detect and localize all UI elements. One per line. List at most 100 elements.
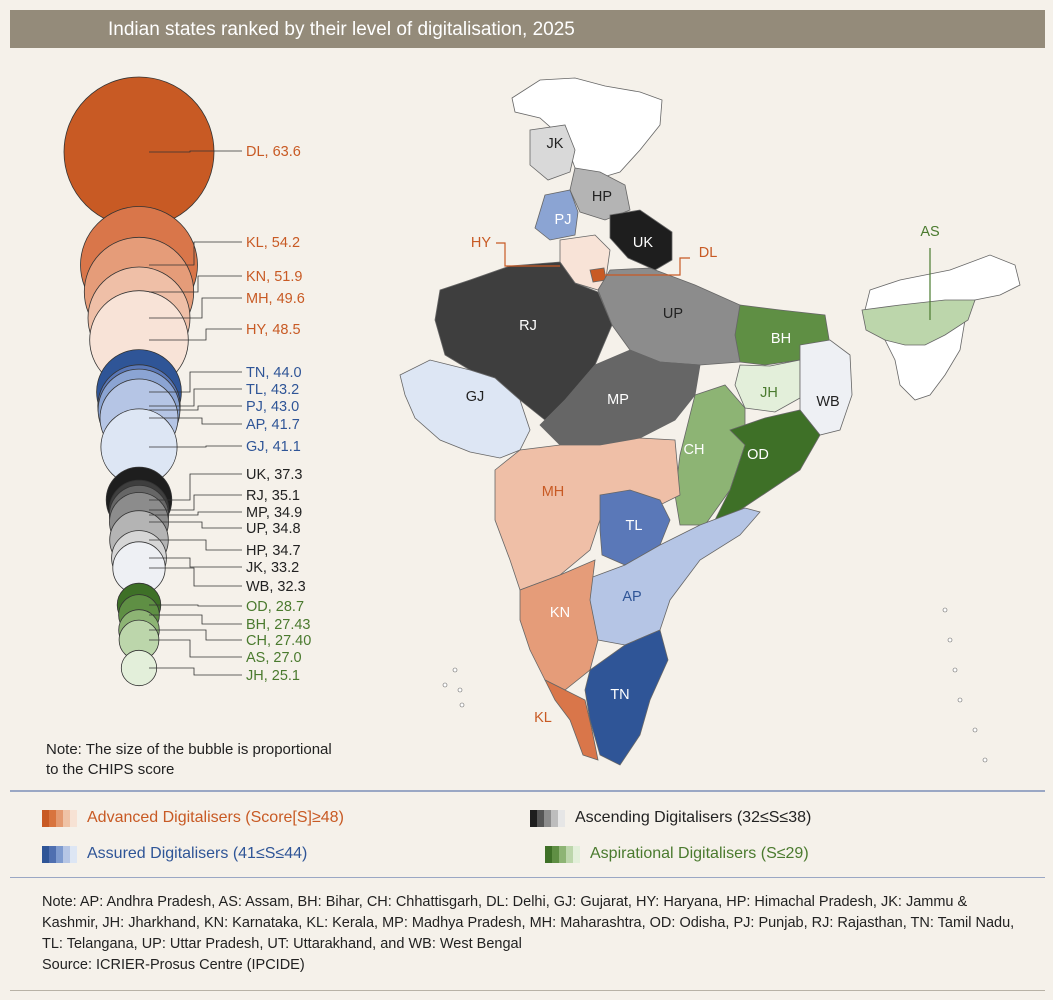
legend-aspirational-shade-3 xyxy=(566,845,573,863)
bubble-label-hp: HP, 34.7 xyxy=(246,543,301,559)
leader-line-tl xyxy=(149,388,242,407)
legend-aspirational-shade-2 xyxy=(559,845,566,863)
leader-line-pj xyxy=(149,405,242,411)
map-region-pj xyxy=(534,189,579,241)
island-3 xyxy=(459,702,465,708)
legend-advanced-swatch xyxy=(42,809,77,827)
map-region-jk xyxy=(529,124,576,181)
bubble-label-gj: GJ, 41.1 xyxy=(246,439,301,455)
map-label-hp: HP xyxy=(592,189,612,205)
india-map: JK HP PJ UK HY DL RJ UP AS BH GJ MP JH WB CH OD MH TL AP KN… xyxy=(399,77,1021,766)
title-bar: Indian states ranked by their level of d… xyxy=(10,10,1045,48)
map-region-la xyxy=(511,77,663,179)
map-region-tn xyxy=(584,629,669,766)
bubble-label-tn: TN, 44.0 xyxy=(246,365,302,381)
bubble-label-rj: RJ, 35.1 xyxy=(246,488,300,504)
map-region-ap xyxy=(584,507,761,646)
footnote-abbreviations: Note: AP: Andhra Pradesh, AS: Assam, BH:… xyxy=(42,894,1015,952)
map-label-jk: JK xyxy=(547,136,564,152)
leader-line-jk xyxy=(149,557,242,568)
legend-assured: Assured Digitalisers (41≤S≤44) xyxy=(42,845,307,863)
legend-aspirational-shade-1 xyxy=(552,845,559,863)
map-label-kn: KN xyxy=(550,605,570,621)
map-callout-0 xyxy=(496,242,560,267)
legend-assured-shade-2 xyxy=(56,845,63,863)
leader-line-mp xyxy=(149,511,242,516)
map-label-ch: CH xyxy=(684,442,705,458)
island-7 xyxy=(972,727,978,733)
leader-line-ap xyxy=(149,417,242,425)
legend-aspirational-swatch xyxy=(545,845,580,863)
divider-bottom xyxy=(10,990,1045,991)
map-label-up: UP xyxy=(663,306,683,322)
legend-assured-swatch xyxy=(42,845,77,863)
bubble-label-pj: PJ, 43.0 xyxy=(246,399,299,415)
island-0 xyxy=(452,667,458,673)
map-label-bh: BH xyxy=(771,331,791,347)
map-label-jh: JH xyxy=(760,385,778,401)
legend-aspirational-shade-4 xyxy=(573,845,580,863)
bubble-label-kl: KL, 54.2 xyxy=(246,235,300,251)
legend-aspirational: Aspirational Digitalisers (S≤29) xyxy=(545,845,809,863)
legend-advanced-shade-3 xyxy=(63,809,70,827)
map-region-kl xyxy=(544,679,599,761)
legend-advanced-shade-0 xyxy=(42,809,49,827)
leader-line-kl xyxy=(149,241,242,266)
legend-assured-shade-4 xyxy=(70,845,77,863)
map-label-pj: PJ xyxy=(555,212,572,228)
map-label-tl: TL xyxy=(626,518,643,534)
leader-line-mh xyxy=(149,297,242,319)
leader-line-kn xyxy=(149,275,242,293)
bubble-size-note: Note: The size of the bubble is proporti… xyxy=(46,741,332,778)
bubble-label-dl: DL, 63.6 xyxy=(246,144,301,160)
legend-advanced-shade-2 xyxy=(56,809,63,827)
divider-top xyxy=(10,790,1045,792)
map-label-gj: GJ xyxy=(466,389,485,405)
leader-line-up xyxy=(149,521,242,529)
map-label-tn: TN xyxy=(610,687,629,703)
leader-line-dl xyxy=(149,150,242,153)
map-label-uk: UK xyxy=(633,235,653,251)
legend-assured-label: Assured Digitalisers (41≤S≤44) xyxy=(87,845,308,862)
leader-line-tn xyxy=(149,371,242,393)
leader-line-bh xyxy=(149,614,242,625)
map-label-ap: AP xyxy=(622,589,641,605)
map-label-od: OD xyxy=(747,447,769,463)
island-1 xyxy=(457,687,463,693)
legend-advanced-shade-1 xyxy=(49,809,56,827)
bubble-label-bh: BH, 27.43 xyxy=(246,617,311,633)
leader-line-gj xyxy=(149,445,242,448)
leader-line-ch xyxy=(149,629,242,641)
legend-advanced-shade-4 xyxy=(70,809,77,827)
map-label-mh: MH xyxy=(542,484,565,500)
leader-line-uk xyxy=(149,473,242,501)
leader-line-od xyxy=(149,604,242,607)
legend-ascending-swatch xyxy=(530,809,565,827)
bubble-label-wb: WB, 32.3 xyxy=(246,579,306,595)
bubble-label-uk: UK, 37.3 xyxy=(246,467,302,483)
bubble-label-ap: AP, 41.7 xyxy=(246,417,300,433)
bubble-label-kn: KN, 51.9 xyxy=(246,269,302,285)
bubble-label-jk: JK, 33.2 xyxy=(246,560,299,576)
map-callout-1 xyxy=(596,257,690,276)
legend-ascending-shade-1 xyxy=(537,809,544,827)
bubble-label-mh: MH, 49.6 xyxy=(246,291,305,307)
island-2 xyxy=(442,682,448,688)
map-label-dl: DL xyxy=(699,245,718,261)
island-4 xyxy=(947,637,953,643)
leader-line-jh xyxy=(149,667,242,676)
island-8 xyxy=(982,757,988,763)
leader-line-hy xyxy=(149,328,242,341)
map-label-kl: KL xyxy=(534,710,552,726)
bubble-label-hy: HY, 48.5 xyxy=(246,322,301,338)
footnote-source: Source: ICRIER-Prosus Centre (IPCIDE) xyxy=(42,957,305,973)
legend-ascending-shade-2 xyxy=(544,809,551,827)
legend-advanced: Advanced Digitalisers (Score[S]≥48) xyxy=(42,809,344,827)
legend-assured-shade-3 xyxy=(63,845,70,863)
map-region-uk xyxy=(609,209,673,271)
leader-line-rj xyxy=(149,494,242,511)
bubble-label-jh: JH, 25.1 xyxy=(246,668,300,684)
bubble-column xyxy=(63,76,215,687)
legend-ascending-shade-0 xyxy=(530,809,537,827)
island-5 xyxy=(952,667,958,673)
